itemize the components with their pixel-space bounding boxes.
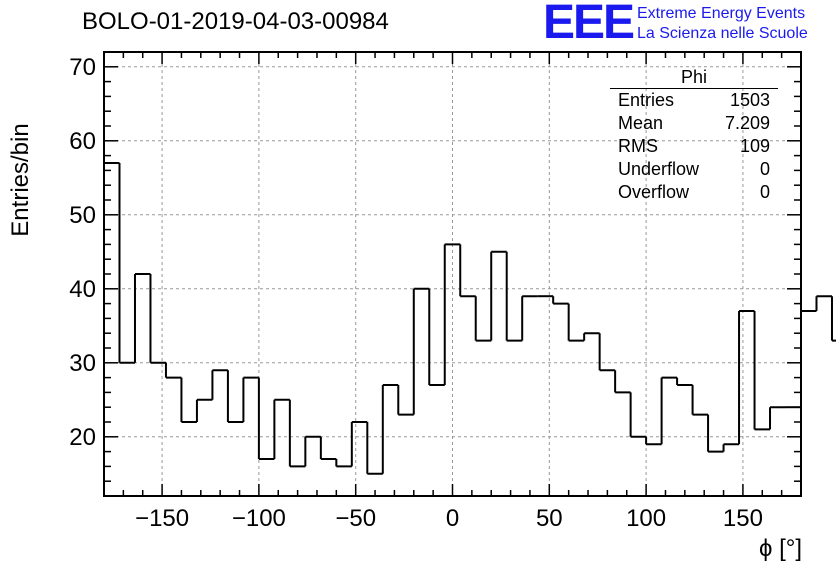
histogram-bin [645,436,662,446]
eee-logo-mark: EEE [543,0,635,49]
histogram-bin [350,421,368,467]
histogram-bin [490,250,507,341]
histogram-bin [598,333,616,372]
histogram-bin [815,295,832,311]
histogram-bin [319,436,337,460]
histogram-bin [676,377,693,386]
histogram-bin [381,384,399,474]
y-axis-label: Entries/bin [7,123,34,237]
x-tick-label: −50 [335,505,376,532]
stats-value: 1503 [729,90,770,110]
y-tick-label: 20 [69,424,96,451]
stats-value: 7.209 [724,113,770,133]
y-tick-label: 50 [69,202,96,229]
histogram-bin [242,376,259,422]
histogram-bin [800,310,817,408]
histogram-bin [691,385,709,416]
grid-lines [104,52,801,496]
eee-logo: EEE [543,0,635,47]
histogram-bin [660,376,678,445]
stats-box: Phi Entries 1503 Mean 7.209 RMS 109 Unde… [610,66,778,204]
stats-row-mean: Mean 7.209 [610,112,778,135]
histogram-bin [211,369,228,400]
stats-label: Underflow [618,159,700,179]
histogram-bin [722,443,740,452]
stats-row-rms: RMS 109 [610,135,778,158]
histogram-bin [428,288,445,386]
histogram-bin [226,370,244,423]
stats-label: RMS [618,136,658,156]
y-tick-label: 30 [69,350,96,377]
x-tick-label: −100 [232,505,286,532]
histogram-bin [552,296,569,305]
histogram-bin [288,399,306,468]
histogram-bin [443,243,461,385]
logo-caption-line-1: Extreme Energy Events [637,5,806,22]
histogram-bin [149,274,166,364]
histogram-bin [830,296,836,342]
histogram-bin [412,287,430,415]
stats-row-underflow: Underflow 0 [610,158,778,181]
stats-value: 109 [739,136,770,156]
stats-row-overflow: Overflow 0 [610,181,778,204]
y-tick-label: 40 [69,276,96,303]
stats-value: 0 [759,182,770,202]
histogram-bin [753,311,771,431]
histogram-bin [629,392,647,438]
histogram-bin [133,273,151,363]
y-axis-label-box: Entries/bin [6,100,36,260]
histogram-bin [769,406,786,430]
stats-label: Mean [618,113,664,133]
histogram-bin [397,385,414,416]
histogram-bin [195,398,213,422]
histogram-bin [164,362,182,379]
logo-caption-line-2: La Scienza nelle Scuole [637,25,808,42]
x-axis-label: ϕ [°] [758,535,802,562]
histogram-bin [738,310,755,445]
tick-labels: −150 −100 −50 0 50 100 150 20 30 40 50 60 70 [69,54,763,532]
histogram-bin [583,332,600,341]
histogram-bin [366,422,383,475]
histogram-bin [567,303,585,342]
y-tick-label: 70 [69,54,96,81]
histogram-bin [505,251,523,342]
histogram-bin [459,244,476,298]
y-tick-label: 60 [69,128,96,155]
stats-value: 0 [759,159,770,179]
logo-caption: Extreme Energy Events La Scienza nelle S… [637,4,808,44]
x-tick-label: 0 [446,505,459,532]
histogram-bin [521,295,538,341]
stats-row-entries: Entries 1503 [610,89,778,112]
histogram-bin [118,163,135,364]
histogram-series [104,162,836,475]
histogram-bin [335,459,352,468]
plot-title: BOLO-01-2019-04-03-00984 [82,8,389,35]
axis-ticks [103,51,802,496]
stats-label: Entries [618,90,675,110]
x-tick-label: 100 [626,505,666,532]
histogram-bin [474,296,492,342]
stats-label: Overflow [618,182,690,202]
x-tick-label: −150 [135,505,189,532]
histogram-bin [614,370,631,394]
histogram-bin [707,414,724,453]
histogram-bin [304,435,321,467]
x-tick-label: 50 [536,505,563,532]
histogram-bin [180,377,197,423]
stats-title: Phi [610,66,778,89]
x-tick-label: 150 [723,505,763,532]
histogram-bin [257,377,275,460]
histogram-bin [273,398,290,459]
